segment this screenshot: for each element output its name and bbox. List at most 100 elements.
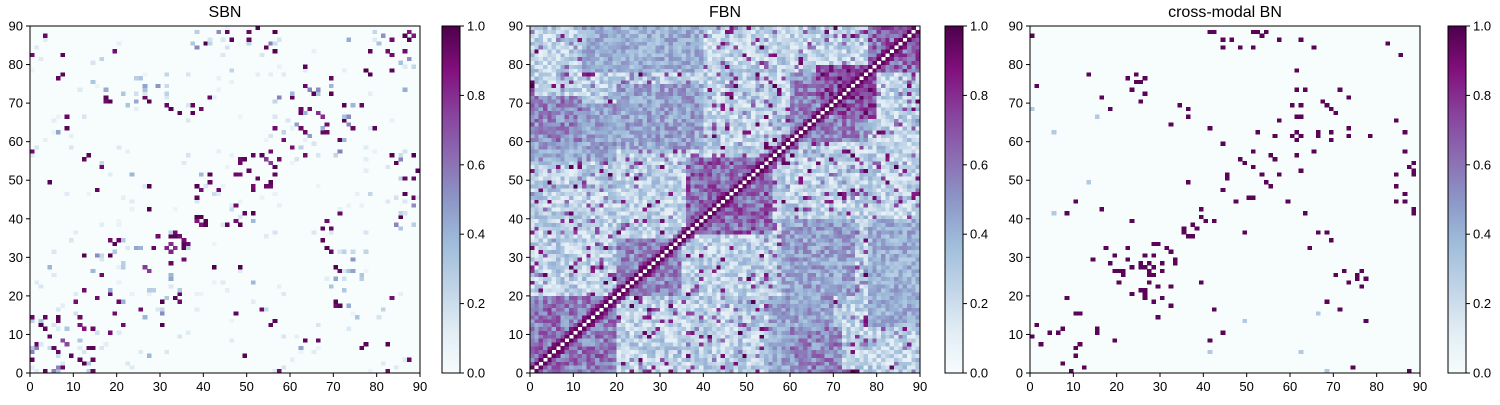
heatmap-cell xyxy=(643,184,648,188)
heatmap-cell xyxy=(738,277,743,281)
heatmap-cell xyxy=(586,76,591,80)
heatmap-cell xyxy=(556,95,561,99)
heatmap-cell xyxy=(268,149,273,153)
heatmap-cell xyxy=(656,138,661,142)
heatmap-cell xyxy=(560,173,565,177)
heatmap-cell xyxy=(530,196,535,200)
heatmap-cell xyxy=(534,296,539,300)
heatmap-cell xyxy=(530,215,535,219)
heatmap-cell xyxy=(552,192,557,196)
heatmap-cell xyxy=(364,169,369,173)
heatmap-cell xyxy=(569,192,574,196)
heatmap-cell xyxy=(608,253,613,257)
heatmap-cell xyxy=(112,250,117,254)
heatmap-cell xyxy=(560,327,565,331)
heatmap-cell xyxy=(595,99,600,103)
heatmap-cell xyxy=(682,253,687,257)
heatmap-cell xyxy=(621,342,626,346)
heatmap-cell xyxy=(712,346,717,350)
heatmap-cell xyxy=(621,327,626,331)
heatmap-cell xyxy=(673,138,678,142)
heatmap-cell xyxy=(734,354,739,358)
heatmap-cell xyxy=(716,111,721,115)
heatmap-cell xyxy=(660,41,665,45)
heatmap-cell xyxy=(695,269,700,273)
heatmap-cell xyxy=(643,265,648,269)
heatmap-cell xyxy=(703,296,708,300)
heatmap-cell xyxy=(660,146,665,150)
heatmap-cell xyxy=(595,288,600,292)
heatmap-cell xyxy=(530,153,535,157)
heatmap-cell xyxy=(591,72,596,76)
heatmap-cell xyxy=(695,250,700,254)
heatmap-cell xyxy=(608,134,613,138)
heatmap-cell xyxy=(630,111,635,115)
heatmap-cell xyxy=(582,230,587,234)
heatmap-cell xyxy=(677,72,682,76)
heatmap-cell xyxy=(552,288,557,292)
heatmap-cell xyxy=(695,84,700,88)
heatmap-cell xyxy=(708,280,713,284)
heatmap-cell xyxy=(721,277,726,281)
heatmap-cell xyxy=(599,80,604,84)
heatmap-cell xyxy=(547,277,552,281)
heatmap-cell xyxy=(677,365,682,369)
heatmap-cell xyxy=(647,95,652,99)
heatmap-cell xyxy=(664,76,669,80)
heatmap-cell xyxy=(638,246,643,250)
heatmap-cell xyxy=(734,103,739,107)
heatmap-cell xyxy=(630,196,635,200)
heatmap-cell xyxy=(552,119,557,123)
heatmap-cell xyxy=(734,153,739,157)
heatmap-cell xyxy=(647,26,652,30)
heatmap-cell xyxy=(556,38,561,42)
heatmap-cell xyxy=(552,200,557,204)
heatmap-cell xyxy=(608,200,613,204)
heatmap-cell xyxy=(643,223,648,227)
heatmap-cell xyxy=(346,122,351,126)
heatmap-cell xyxy=(625,115,630,119)
heatmap-cell xyxy=(582,53,587,57)
heatmap-cell xyxy=(569,350,574,354)
heatmap-cell xyxy=(565,142,570,146)
heatmap-cell xyxy=(634,257,639,261)
heatmap-cell xyxy=(669,269,674,273)
heatmap-cell xyxy=(604,269,609,273)
heatmap-cell xyxy=(712,192,717,196)
heatmap-cell xyxy=(578,80,583,84)
heatmap-cell xyxy=(547,327,552,331)
heatmap-cell xyxy=(617,119,622,123)
heatmap-cell xyxy=(729,30,734,34)
heatmap-cell xyxy=(634,219,639,223)
heatmap-cell xyxy=(582,165,587,169)
heatmap-cell xyxy=(729,184,734,188)
heatmap-cell xyxy=(569,226,574,230)
heatmap-cell xyxy=(143,265,148,269)
heatmap-cell xyxy=(729,207,734,211)
heatmap-cell xyxy=(560,134,565,138)
heatmap-cell xyxy=(625,138,630,142)
heatmap-cell xyxy=(630,334,635,338)
heatmap-cell xyxy=(682,38,687,42)
heatmap-cell xyxy=(578,354,583,358)
heatmap-cell xyxy=(582,331,587,335)
heatmap-cell xyxy=(539,288,544,292)
heatmap-cell xyxy=(690,72,695,76)
heatmap-cell xyxy=(738,38,743,42)
heatmap-cell xyxy=(342,119,347,123)
heatmap-cell xyxy=(573,327,578,331)
heatmap-cell xyxy=(290,161,295,165)
heatmap-cell xyxy=(703,76,708,80)
heatmap-cell xyxy=(604,95,609,99)
heatmap-cell xyxy=(664,84,669,88)
heatmap-cell xyxy=(690,53,695,57)
heatmap-cell xyxy=(638,134,643,138)
heatmap-cell xyxy=(643,284,648,288)
heatmap-cell xyxy=(712,38,717,42)
heatmap-cell xyxy=(582,257,587,261)
heatmap-cell xyxy=(708,111,713,115)
heatmap-cell xyxy=(682,338,687,342)
heatmap-cell xyxy=(669,300,674,304)
heatmap-cell xyxy=(651,146,656,150)
